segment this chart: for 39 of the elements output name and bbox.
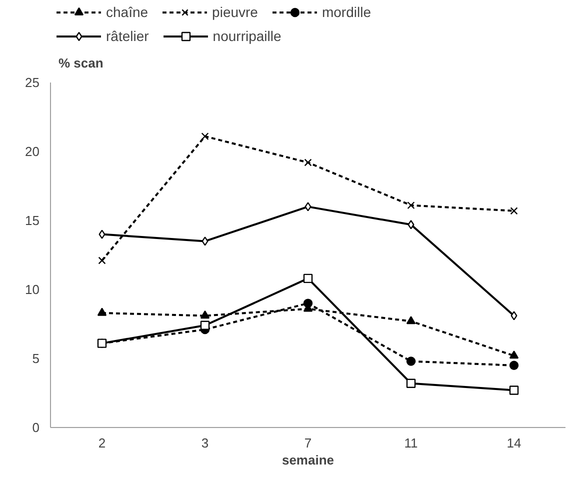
x-tick-label: 11 [404,436,418,450]
point [406,356,416,366]
point [200,310,210,319]
point [200,320,210,330]
legend-label: chaîne [106,4,148,20]
legend-label: râtelier [106,28,149,44]
point [407,202,415,210]
y-tick-label: 0 [32,420,40,435]
x-tick-label: 7 [304,436,312,450]
point [510,311,518,320]
point [202,236,208,246]
y-tick-label: 10 [25,282,40,297]
y-tick-label: 5 [32,351,40,366]
x-tick-label: 2 [98,436,106,450]
point [304,158,312,166]
point [509,350,519,359]
legend-label: nourripaille [212,28,282,44]
point [406,316,416,324]
point [509,386,519,395]
x-tick-label: 14 [506,436,522,450]
point [303,274,313,284]
legend-label: pieuvre [212,4,258,20]
y-tick-label: 15 [25,213,40,228]
point [509,360,519,370]
x-axis-title: semaine [282,452,334,468]
y-axis-title: % scan [58,56,104,70]
legend-label: mordille [322,4,371,20]
point [98,256,106,264]
x-tick-label: 3 [201,436,209,450]
point [510,207,518,215]
y-tick-label: 20 [25,144,40,159]
point [97,308,107,316]
point [408,220,414,230]
point [406,378,416,388]
point [201,132,209,140]
y-tick-label: 25 [25,75,40,90]
point [303,298,313,308]
point [304,202,312,212]
point [98,230,106,239]
